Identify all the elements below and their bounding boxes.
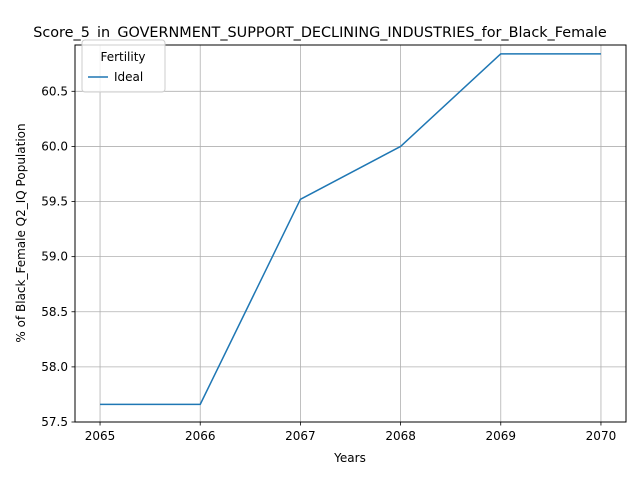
legend: Fertility Ideal — [81, 39, 166, 93]
x-tick-label: 2065 — [85, 429, 116, 443]
plot-area — [74, 44, 627, 423]
y-axis-ticks: 57.5 58.0 58.5 59.0 59.5 60.0 60.5 — [41, 84, 75, 429]
legend-entry-ideal: Ideal — [114, 70, 143, 84]
x-tick-label: 2066 — [185, 429, 216, 443]
chart-title: Score_5_in_GOVERNMENT_SUPPORT_DECLINING_… — [33, 25, 607, 41]
legend-title: Fertility — [100, 50, 145, 64]
x-tick-label: 2067 — [285, 429, 316, 443]
y-tick-label: 59.0 — [41, 250, 68, 264]
x-axis-ticks: 2065 2066 2067 2068 2069 2070 — [85, 422, 616, 443]
series-line-ideal — [100, 53, 601, 406]
y-tick-label: 58.0 — [41, 360, 68, 374]
x-tick-label: 2070 — [586, 429, 617, 443]
series-layer — [100, 53, 601, 406]
grid — [75, 45, 626, 423]
x-axis-label: Years — [333, 451, 366, 465]
y-tick-label: 60.5 — [41, 84, 68, 98]
x-tick-label: 2068 — [385, 429, 416, 443]
legend-box — [81, 39, 166, 93]
y-tick-label: 57.5 — [41, 415, 68, 429]
y-tick-label: 58.5 — [41, 305, 68, 319]
x-tick-label: 2069 — [485, 429, 516, 443]
y-axis-label: % of Black_Female Q2_IQ Population — [14, 123, 28, 342]
y-tick-label: 59.5 — [41, 195, 68, 209]
y-tick-label: 60.0 — [41, 139, 68, 153]
